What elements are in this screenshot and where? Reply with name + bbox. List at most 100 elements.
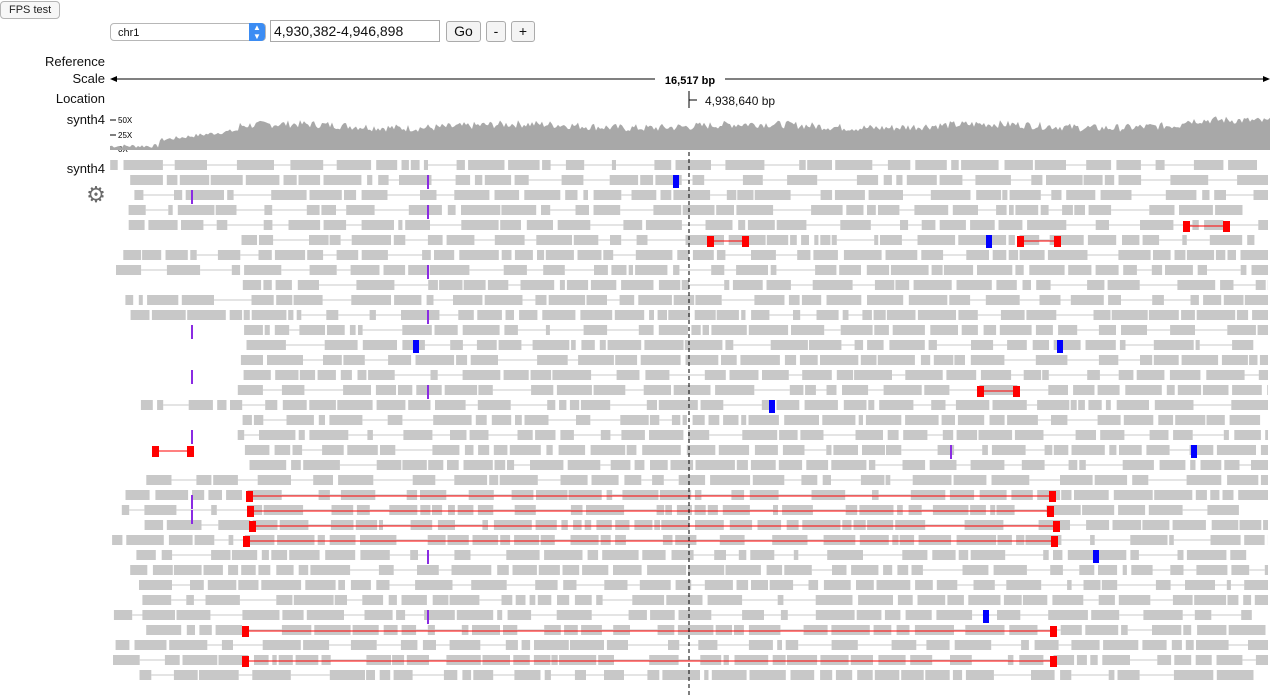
read[interactable] xyxy=(364,610,393,620)
read[interactable] xyxy=(671,550,694,560)
read[interactable] xyxy=(773,505,778,515)
read[interactable] xyxy=(504,325,518,335)
read[interactable] xyxy=(661,520,690,530)
read[interactable] xyxy=(820,655,849,665)
read[interactable] xyxy=(1220,280,1234,290)
read[interactable] xyxy=(1083,580,1101,590)
read[interactable] xyxy=(827,550,863,560)
read[interactable] xyxy=(642,445,681,455)
read[interactable] xyxy=(1009,205,1014,215)
read[interactable] xyxy=(501,205,537,215)
read[interactable] xyxy=(1123,265,1137,275)
read[interactable] xyxy=(610,460,631,470)
read[interactable] xyxy=(515,595,526,605)
read[interactable] xyxy=(716,205,734,215)
read[interactable] xyxy=(290,160,324,170)
read[interactable] xyxy=(738,550,747,560)
read[interactable] xyxy=(262,640,301,650)
read[interactable] xyxy=(557,220,591,230)
read[interactable] xyxy=(1052,595,1084,605)
read[interactable] xyxy=(867,295,904,305)
read[interactable] xyxy=(925,670,950,680)
read[interactable] xyxy=(658,400,698,410)
read[interactable] xyxy=(921,250,944,260)
read[interactable] xyxy=(1112,520,1142,530)
read[interactable] xyxy=(329,235,341,245)
read[interactable] xyxy=(884,610,901,620)
read[interactable] xyxy=(913,280,952,290)
read[interactable] xyxy=(244,535,275,545)
read[interactable] xyxy=(1260,445,1268,455)
read[interactable] xyxy=(1227,475,1259,485)
read[interactable] xyxy=(497,565,509,575)
read[interactable] xyxy=(725,160,765,170)
read[interactable] xyxy=(1002,190,1008,200)
read[interactable] xyxy=(309,430,349,440)
read[interactable] xyxy=(412,475,436,485)
read[interactable] xyxy=(321,655,331,665)
read[interactable] xyxy=(657,310,667,320)
read[interactable] xyxy=(1082,505,1115,515)
read[interactable] xyxy=(562,565,580,575)
read[interactable] xyxy=(750,460,776,470)
read[interactable] xyxy=(1015,205,1039,215)
read[interactable] xyxy=(1182,235,1187,245)
read[interactable] xyxy=(337,400,373,410)
read[interactable] xyxy=(210,175,243,185)
read[interactable] xyxy=(110,160,118,170)
read[interactable] xyxy=(688,565,725,575)
read[interactable] xyxy=(408,400,431,410)
read[interactable] xyxy=(766,565,783,575)
read[interactable] xyxy=(274,445,291,455)
read[interactable] xyxy=(1094,550,1127,560)
read[interactable] xyxy=(989,415,1005,425)
read[interactable] xyxy=(799,355,818,365)
read[interactable] xyxy=(702,325,709,335)
read[interactable] xyxy=(456,160,465,170)
read[interactable] xyxy=(983,325,997,335)
read[interactable] xyxy=(1251,265,1269,275)
read[interactable] xyxy=(691,325,701,335)
read[interactable] xyxy=(692,250,714,260)
read[interactable] xyxy=(1244,535,1265,545)
read[interactable] xyxy=(478,445,490,455)
read[interactable] xyxy=(1227,325,1256,335)
read[interactable] xyxy=(741,310,746,320)
read[interactable] xyxy=(1079,460,1086,470)
read[interactable] xyxy=(686,445,716,455)
read[interactable] xyxy=(1230,550,1247,560)
read[interactable] xyxy=(586,295,608,305)
read[interactable] xyxy=(899,535,915,545)
read[interactable] xyxy=(766,235,789,245)
read[interactable] xyxy=(331,505,354,515)
read[interactable] xyxy=(970,505,986,515)
read[interactable] xyxy=(723,655,729,665)
read[interactable] xyxy=(403,430,433,440)
read[interactable] xyxy=(1231,565,1250,575)
read[interactable] xyxy=(242,610,280,620)
read[interactable] xyxy=(599,340,606,350)
read[interactable] xyxy=(1151,265,1163,275)
read[interactable] xyxy=(1094,475,1128,485)
zoom-out-button[interactable]: - xyxy=(486,21,506,42)
read[interactable] xyxy=(587,550,599,560)
alignment-reads[interactable] xyxy=(110,160,1268,680)
read[interactable] xyxy=(1113,490,1153,500)
read[interactable] xyxy=(616,370,640,380)
read[interactable] xyxy=(858,415,863,425)
read[interactable] xyxy=(434,250,455,260)
read[interactable] xyxy=(1117,670,1140,680)
read[interactable] xyxy=(218,520,251,530)
read[interactable] xyxy=(507,460,515,470)
read[interactable] xyxy=(1222,490,1234,500)
read[interactable] xyxy=(956,430,978,440)
read[interactable] xyxy=(908,505,922,515)
read[interactable] xyxy=(1068,460,1078,470)
read[interactable] xyxy=(628,265,633,275)
read[interactable] xyxy=(1263,520,1268,530)
read[interactable] xyxy=(424,610,455,620)
read[interactable] xyxy=(905,415,939,425)
read[interactable] xyxy=(951,160,959,170)
read[interactable] xyxy=(769,580,794,590)
read[interactable] xyxy=(647,565,687,575)
